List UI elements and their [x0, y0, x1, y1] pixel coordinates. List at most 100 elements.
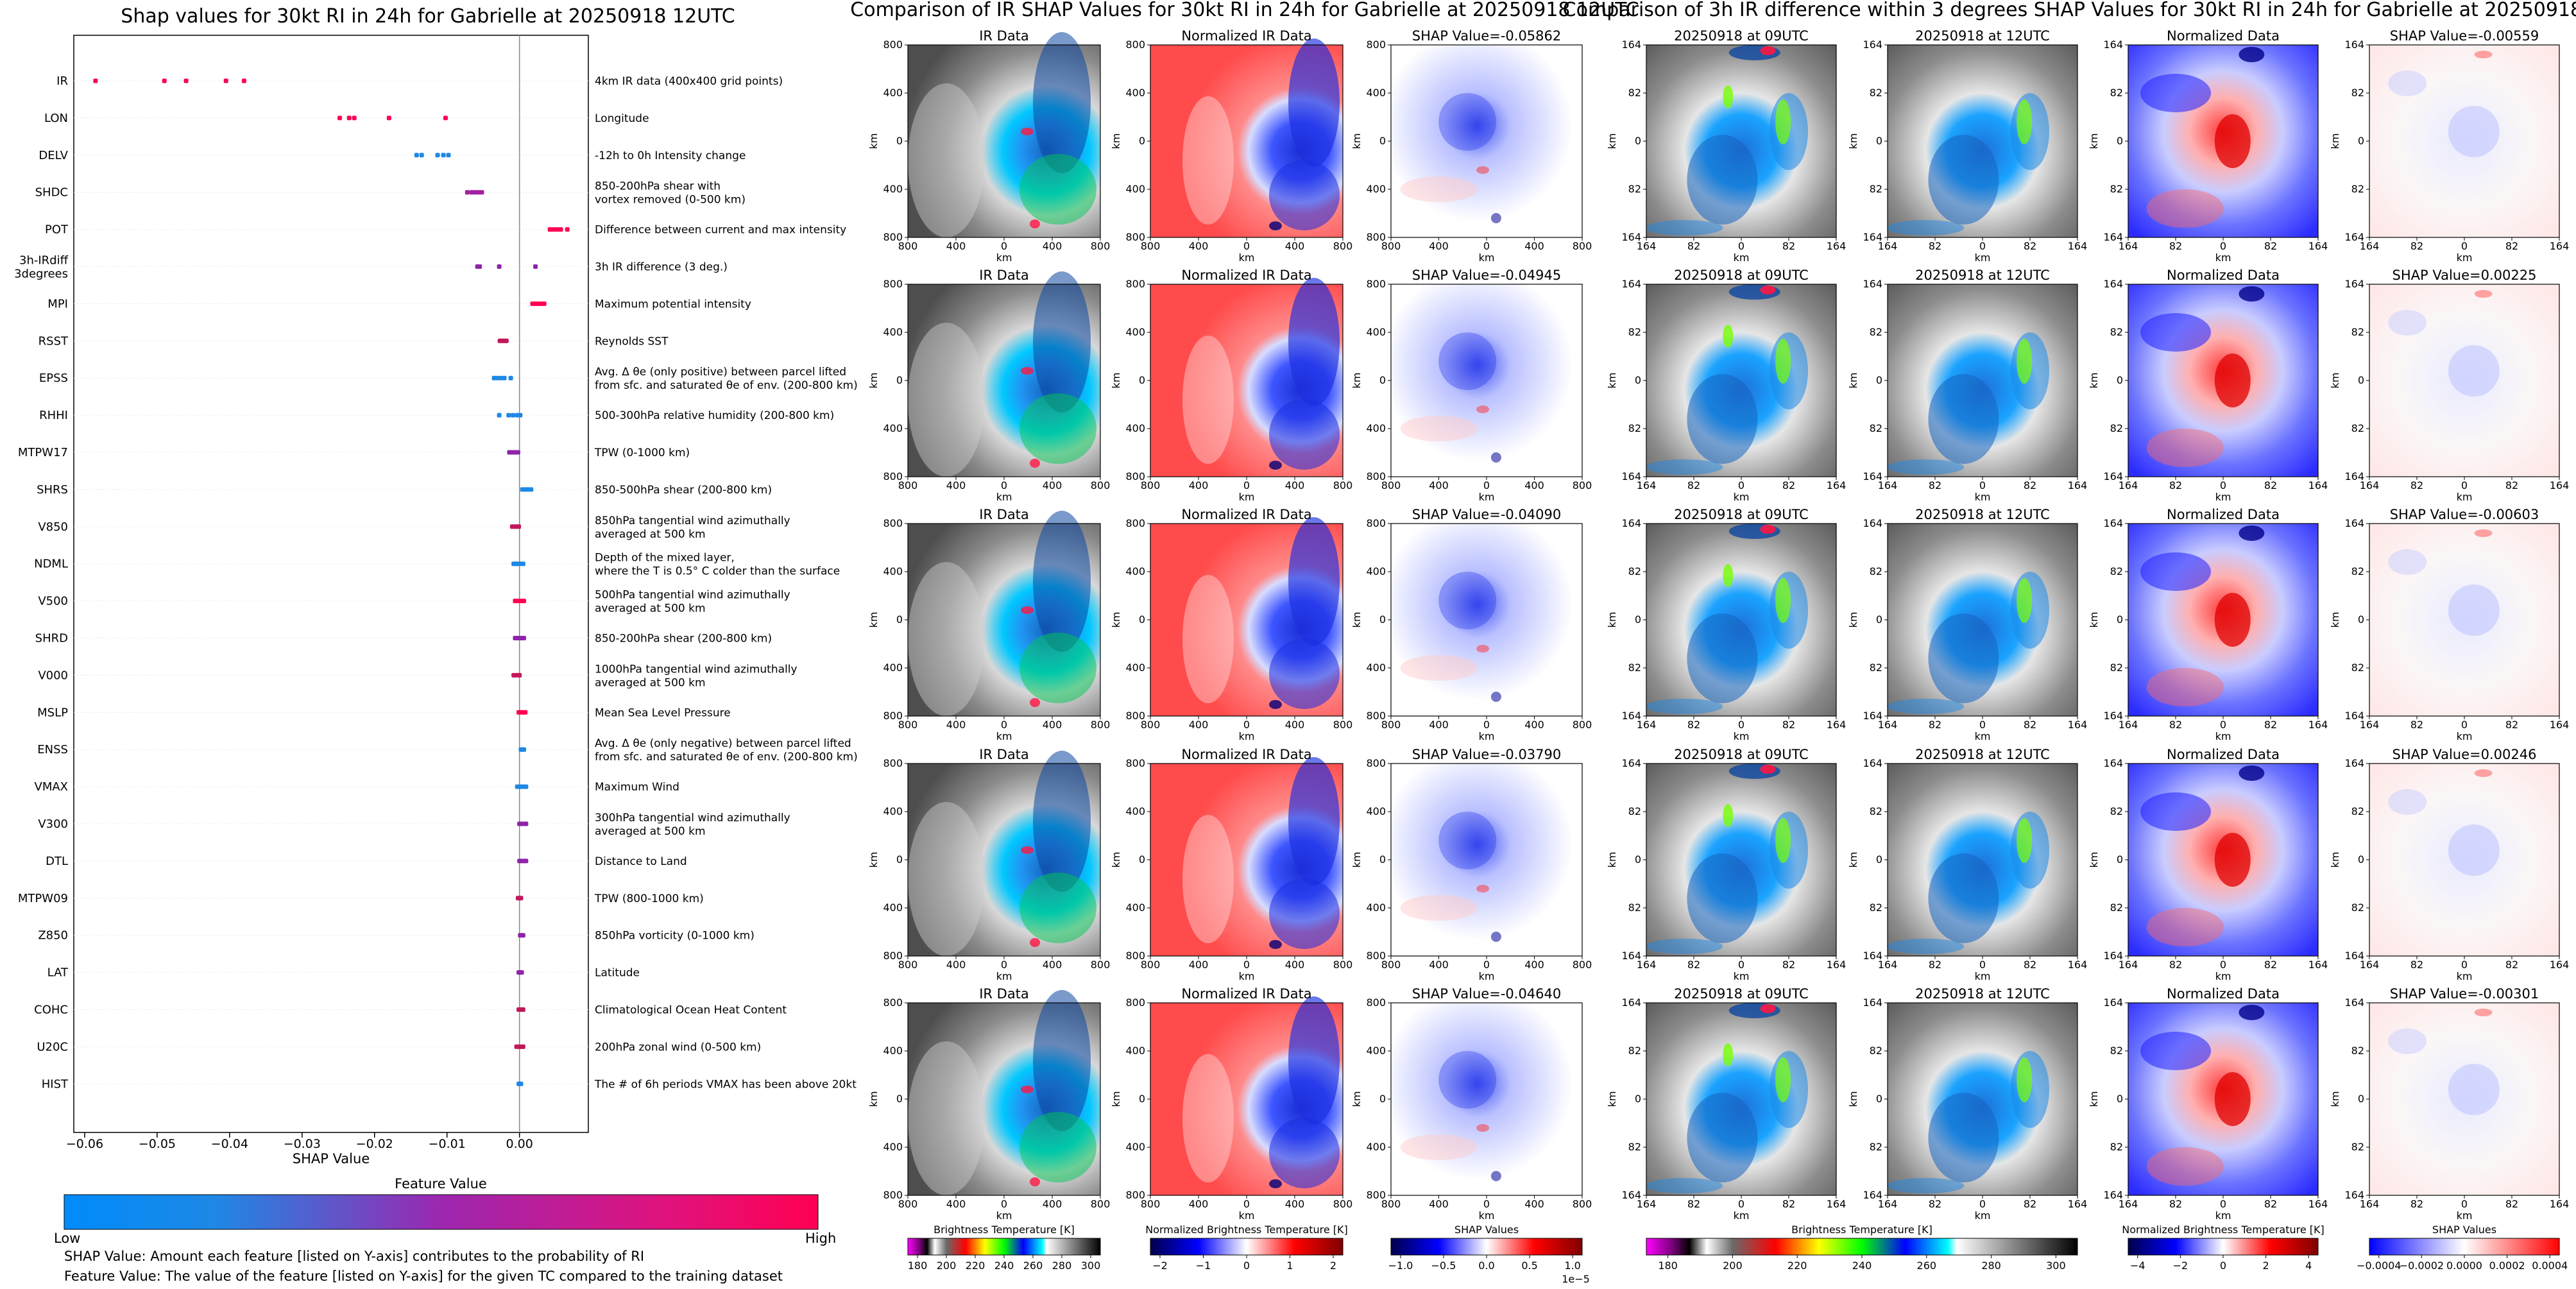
image-feature: [1030, 1177, 1040, 1186]
panel-x-tick-label: 82: [2410, 479, 2423, 491]
panel-y-tick-label: 164: [1621, 757, 1641, 769]
image-feature: [2146, 189, 2224, 228]
panel-x-tick-label: 0: [2220, 959, 2226, 971]
panel-y-tick-label: 400: [1366, 805, 1386, 817]
colorbar-tick-label: 0.0002: [2489, 1259, 2525, 1272]
image-feature: [1646, 699, 1723, 714]
ir-image: [1391, 764, 1582, 956]
ir-image-panel: SHAP Value=-0.04945800800400400004004008…: [1351, 268, 1592, 503]
colorbar-tick-label: −0.5: [1431, 1259, 1456, 1272]
colorbar-tick-label: 200: [1723, 1259, 1743, 1272]
diff-panel-title: 20250918 at 09UTC: [1674, 986, 1809, 1002]
shap-point: [551, 227, 556, 232]
panel-y-tick-label: 800: [1125, 1189, 1145, 1201]
panel-x-tick-label: 82: [2410, 240, 2423, 252]
panel-y-axis-label: km: [2329, 133, 2341, 149]
image-feature: [2146, 1147, 2224, 1186]
diff-panel-title: 20250918 at 12UTC: [1915, 507, 2050, 522]
panel-y-tick-label: 0: [2117, 374, 2123, 386]
panel-x-tick-label: 82: [1687, 959, 1700, 971]
shap-point: [441, 153, 446, 158]
colorbar-tick-label: 0.5: [1521, 1259, 1537, 1272]
panel-x-tick-label: 82: [2169, 1198, 2182, 1210]
panel-x-tick-label: 400: [1429, 1198, 1449, 1210]
panel-y-tick-label: 82: [2110, 1045, 2123, 1057]
image-feature: [2474, 1009, 2493, 1016]
panel-y-tick-label: 0: [1635, 374, 1641, 386]
shap-plot-area: [73, 35, 589, 1133]
panel-x-tick-label: 0: [1738, 719, 1744, 731]
panel-y-tick-label: 82: [2351, 565, 2364, 577]
image-feature: [2017, 578, 2033, 623]
image-feature: [1269, 940, 1282, 949]
feature-description: Reynolds SST: [595, 335, 669, 348]
image-feature: [1019, 154, 1096, 225]
image-feature: [1030, 459, 1040, 468]
shap-point: [498, 375, 503, 380]
diff-image-panel: 20250918 at 09UTC1641648282008282164164k…: [1606, 986, 1846, 1222]
image-feature: [1400, 416, 1478, 441]
colorbar-tick-label: −2: [2173, 1259, 2188, 1272]
ir-panel-title: IR Data: [979, 268, 1029, 283]
shap-x-axis-label: SHAP Value: [293, 1151, 370, 1166]
panel-x-tick-label: 164: [2119, 1198, 2138, 1210]
feature-description: Latitude: [595, 967, 640, 980]
colorbar-tick-label: −1.0: [1388, 1259, 1413, 1272]
panel-x-tick-label: 0: [1979, 959, 1986, 971]
colorbar-label: SHAP Values: [1454, 1224, 1519, 1236]
ir-panel-title: Normalized IR Data: [1181, 986, 1311, 1002]
image-feature: [1269, 399, 1340, 470]
panel-x-tick-label: 164: [2308, 1198, 2328, 1210]
image-feature: [1490, 213, 1501, 223]
image-feature: [2146, 908, 2224, 946]
colorbar-tick-label: 2: [1330, 1259, 1336, 1272]
image-feature: [1687, 853, 1758, 943]
panel-y-axis-label: km: [1847, 852, 1859, 868]
image-feature: [1723, 564, 1734, 587]
diff-image-panel: Normalized Data1641648282008282164164kmk…: [2088, 747, 2328, 982]
image-feature: [2448, 824, 2500, 876]
diff-image-panel: SHAP Value=-0.00559164164828200828216416…: [2329, 28, 2569, 264]
image-feature: [2448, 1064, 2500, 1115]
panel-x-tick-label: 400: [946, 240, 966, 252]
colorbar-ramp: [1150, 1238, 1343, 1256]
diff-image-panel: 20250918 at 12UTC1641648282008282164164k…: [1847, 28, 2087, 264]
panel-x-tick-label: 400: [1043, 240, 1062, 252]
panel-x-tick-label: 800: [1573, 959, 1592, 971]
image-feature: [1687, 1093, 1758, 1182]
panel-y-tick-label: 164: [2103, 38, 2123, 51]
diff-panel-title: 20250918 at 12UTC: [1915, 28, 2050, 44]
image-feature: [1021, 128, 1034, 135]
image-feature: [1887, 459, 1965, 475]
ir-panel-title: SHAP Value=-0.04090: [1412, 507, 1562, 522]
ir-image: [1391, 524, 1582, 716]
colorbar-tick-label: 260: [1023, 1259, 1043, 1272]
image-feature: [1928, 1093, 1999, 1182]
diff-panel-title: SHAP Value=0.00246: [2393, 747, 2537, 762]
panel-y-tick-label: 0: [896, 853, 903, 866]
panel-y-tick-label: 800: [883, 1189, 903, 1201]
feature-name-label: HIST: [42, 1077, 69, 1091]
panel-x-axis-label: km: [1239, 1209, 1255, 1222]
feature-description: 500-300hPa relative humidity (200-800 km…: [595, 409, 834, 422]
panel-y-tick-label: 82: [2351, 1045, 2364, 1057]
shap-point: [386, 115, 391, 121]
panel-x-tick-label: 0: [1001, 479, 1007, 491]
panel-y-tick-label: 82: [2351, 901, 2364, 914]
colorbar-tick-label: 300: [1081, 1259, 1101, 1272]
image-feature: [1723, 325, 1734, 348]
panel-y-tick-label: 0: [2358, 613, 2364, 626]
panel-y-tick-label: 0: [896, 374, 903, 386]
image-feature: [1030, 938, 1040, 947]
image-feature: [1476, 645, 1490, 653]
panel-x-tick-label: 164: [2550, 479, 2570, 491]
image-feature: [1775, 99, 1791, 144]
panel-x-tick-label: 82: [1929, 479, 1941, 491]
image-feature: [1288, 38, 1340, 167]
image-feature: [1723, 85, 1734, 108]
colorbar-tick-label: 220: [1787, 1259, 1807, 1272]
panel-x-tick-label: 0: [1483, 1198, 1490, 1210]
panel-x-tick-label: 82: [1687, 719, 1700, 731]
feature-name-label: NDML: [34, 558, 68, 571]
colorbar-label: SHAP Values: [2432, 1224, 2496, 1236]
